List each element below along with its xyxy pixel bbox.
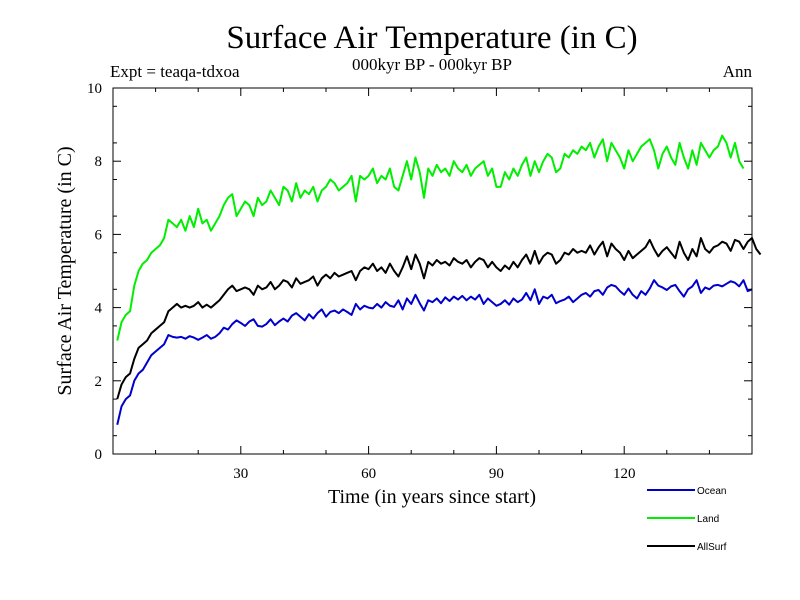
plot-frame (112, 87, 753, 455)
y-axis-label: Surface Air Temperature (in C) (54, 146, 76, 395)
legend-label-allsurf: AllSurf (697, 542, 727, 553)
x-tick-label: 90 (489, 466, 504, 482)
series-layer (116, 134, 762, 425)
series-line-ocean (116, 279, 753, 425)
y-tick-label: 6 (95, 227, 103, 243)
x-axis-label: Time (in years since start) (328, 486, 536, 508)
experiment-label: Expt = teaqa-tdxoa (110, 62, 240, 81)
y-tick-label: 0 (95, 447, 103, 463)
x-tick-label: 60 (361, 466, 376, 482)
chart-subtitle: 000kyr BP - 000kyr BP (352, 55, 512, 74)
legend: Ocean Land AllSurf (647, 486, 727, 553)
series-line-land (116, 134, 745, 341)
chart-title: Surface Air Temperature (in C) (226, 20, 637, 56)
series-line-allsurf (116, 237, 762, 400)
x-tick-label: 30 (233, 466, 248, 482)
y-tick-label: 4 (95, 301, 103, 317)
y-tick-label: 10 (87, 81, 102, 97)
legend-label-land: Land (697, 514, 719, 525)
y-tick-label: 2 (95, 374, 103, 390)
y-tick-label: 8 (95, 154, 103, 170)
legend-label-ocean: Ocean (697, 486, 726, 497)
period-label: Ann (723, 62, 753, 81)
x-tick-label: 120 (613, 466, 636, 482)
